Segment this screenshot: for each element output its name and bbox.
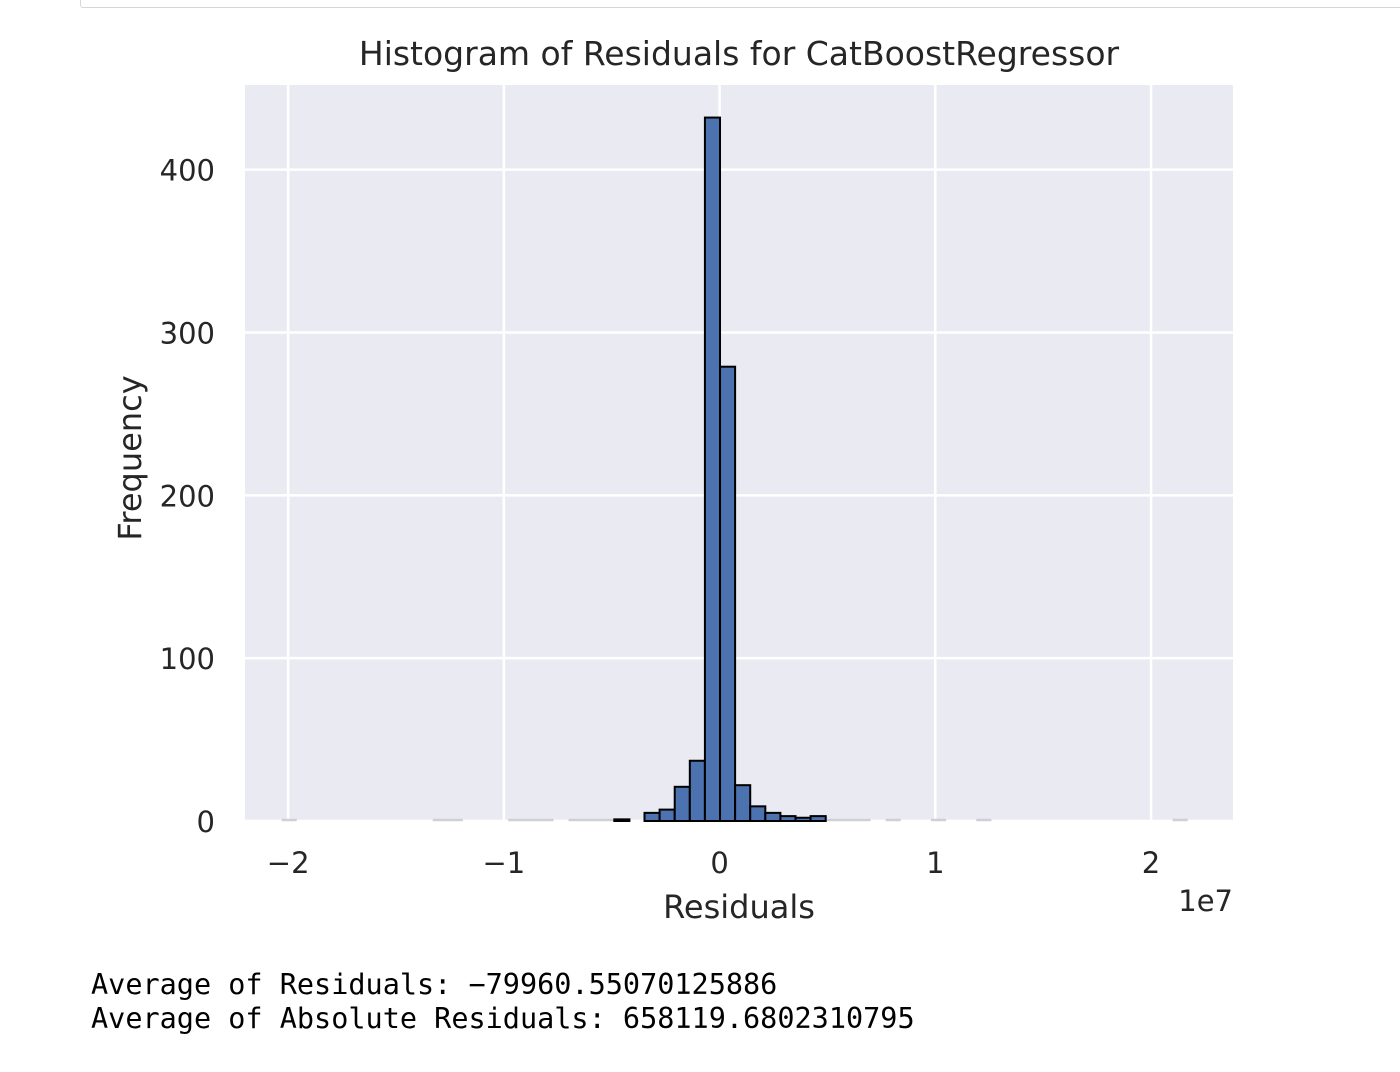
histogram-bar xyxy=(734,784,752,823)
histogram-bar xyxy=(749,805,767,823)
histogram-bar xyxy=(613,818,631,823)
chart-title: Histogram of Residuals for CatBoostRegre… xyxy=(359,34,1120,73)
x-axis-label: Residuals xyxy=(663,888,815,926)
histogram-bar xyxy=(643,811,661,822)
y-tick-label: 0 xyxy=(197,805,215,839)
x-tick-label: 2 xyxy=(1142,846,1160,880)
grid-lines xyxy=(245,85,1233,823)
y-tick-label: 200 xyxy=(160,479,215,513)
x-tick-labels: −2 −1 0 1 2 xyxy=(267,846,1160,880)
x-axis-scale-factor: 1e7 xyxy=(1178,884,1233,918)
y-axis-label: Frequency xyxy=(111,375,149,540)
x-tick-label: −1 xyxy=(482,846,525,880)
average-residuals-text: Average of Residuals: −79960.55070125886 xyxy=(91,968,778,1001)
plot-area xyxy=(245,85,1233,821)
y-tick-label: 400 xyxy=(160,154,215,188)
residuals-histogram-chart: Histogram of Residuals for CatBoostRegre… xyxy=(111,34,1233,926)
notebook-cell-border xyxy=(80,0,1400,8)
x-tick-label: 0 xyxy=(710,846,728,880)
y-tick-label: 300 xyxy=(160,317,215,351)
y-tick-label: 100 xyxy=(160,642,215,676)
histogram-bar xyxy=(779,815,797,823)
histogram-bar xyxy=(703,116,722,823)
histogram-bar xyxy=(719,365,737,822)
histogram-bar xyxy=(658,808,676,822)
x-tick-label: 1 xyxy=(926,846,944,880)
histogram-bar xyxy=(688,759,706,822)
histogram-bars xyxy=(613,116,827,823)
y-tick-labels: 0 100 200 300 400 xyxy=(160,154,215,839)
histogram-bar xyxy=(794,816,812,822)
x-tick-label: −2 xyxy=(267,846,310,880)
histogram-bar xyxy=(809,815,827,823)
cell-output: Average of Residuals: −79960.55070125886… xyxy=(91,968,915,1036)
average-absolute-residuals-text: Average of Absolute Residuals: 658119.68… xyxy=(91,1002,915,1035)
histogram-bar xyxy=(764,811,782,822)
histogram-bar xyxy=(673,785,691,822)
